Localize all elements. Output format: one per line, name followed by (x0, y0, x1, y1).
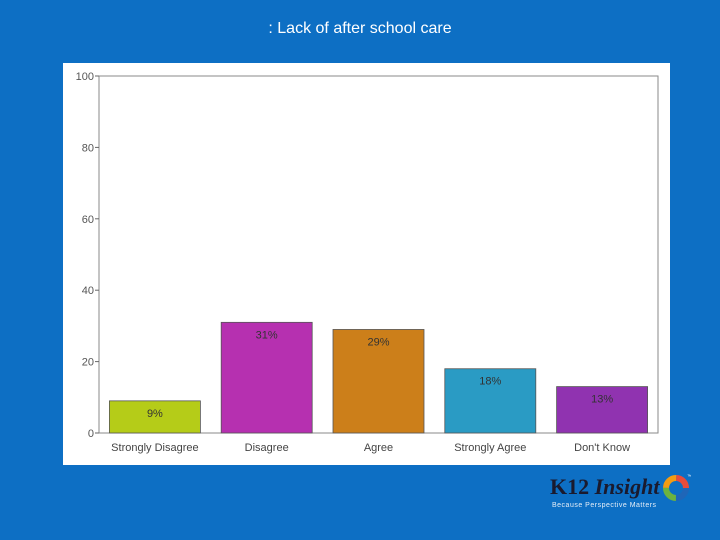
bar-data-label: 13% (591, 394, 613, 406)
logo-brand-part2: Insight (594, 474, 660, 499)
chart-panel: 0 20 40 60 80 100 9% Strongly Disagree 31% Disagr… (63, 63, 670, 465)
logo-wordmark: K12 Insight (550, 474, 659, 500)
x-category-label: Strongly Disagree (111, 442, 198, 454)
logo-ring-icon: ™ (663, 474, 691, 501)
bar (332, 329, 425, 434)
y-tick-label: 60 (82, 214, 94, 226)
bar-data-label: 9% (147, 408, 163, 420)
x-category-label: Strongly Agree (454, 442, 526, 454)
x-category-label: Don't Know (574, 442, 630, 454)
bar-chart: 0 20 40 60 80 100 9% Strongly Disagree 31% Disagr… (76, 71, 659, 454)
y-tick-label: 40 (82, 285, 94, 297)
y-tick-label: 80 (82, 142, 94, 154)
logo-brand-part1: K12 (550, 474, 595, 499)
bar (556, 386, 649, 434)
bar (444, 368, 537, 434)
bar (109, 400, 201, 434)
x-category-label: Disagree (245, 442, 289, 454)
k12-insight-logo: K12 Insight ™ Because Perspective Matter… (548, 470, 698, 514)
y-tick-label: 100 (76, 71, 94, 83)
bar-data-label: 18% (479, 376, 501, 388)
y-tick-label: 20 (82, 357, 94, 369)
logo-tagline: Because Perspective Matters (552, 502, 657, 509)
bar (220, 321, 313, 434)
y-tick-label: 0 (88, 428, 94, 440)
bar-data-label: 31% (256, 329, 278, 341)
x-category-label: Agree (364, 442, 393, 454)
logo-trademark: ™ (687, 474, 691, 480)
slide-title: : Lack of after school care (268, 20, 452, 37)
bar-data-label: 29% (367, 336, 389, 348)
